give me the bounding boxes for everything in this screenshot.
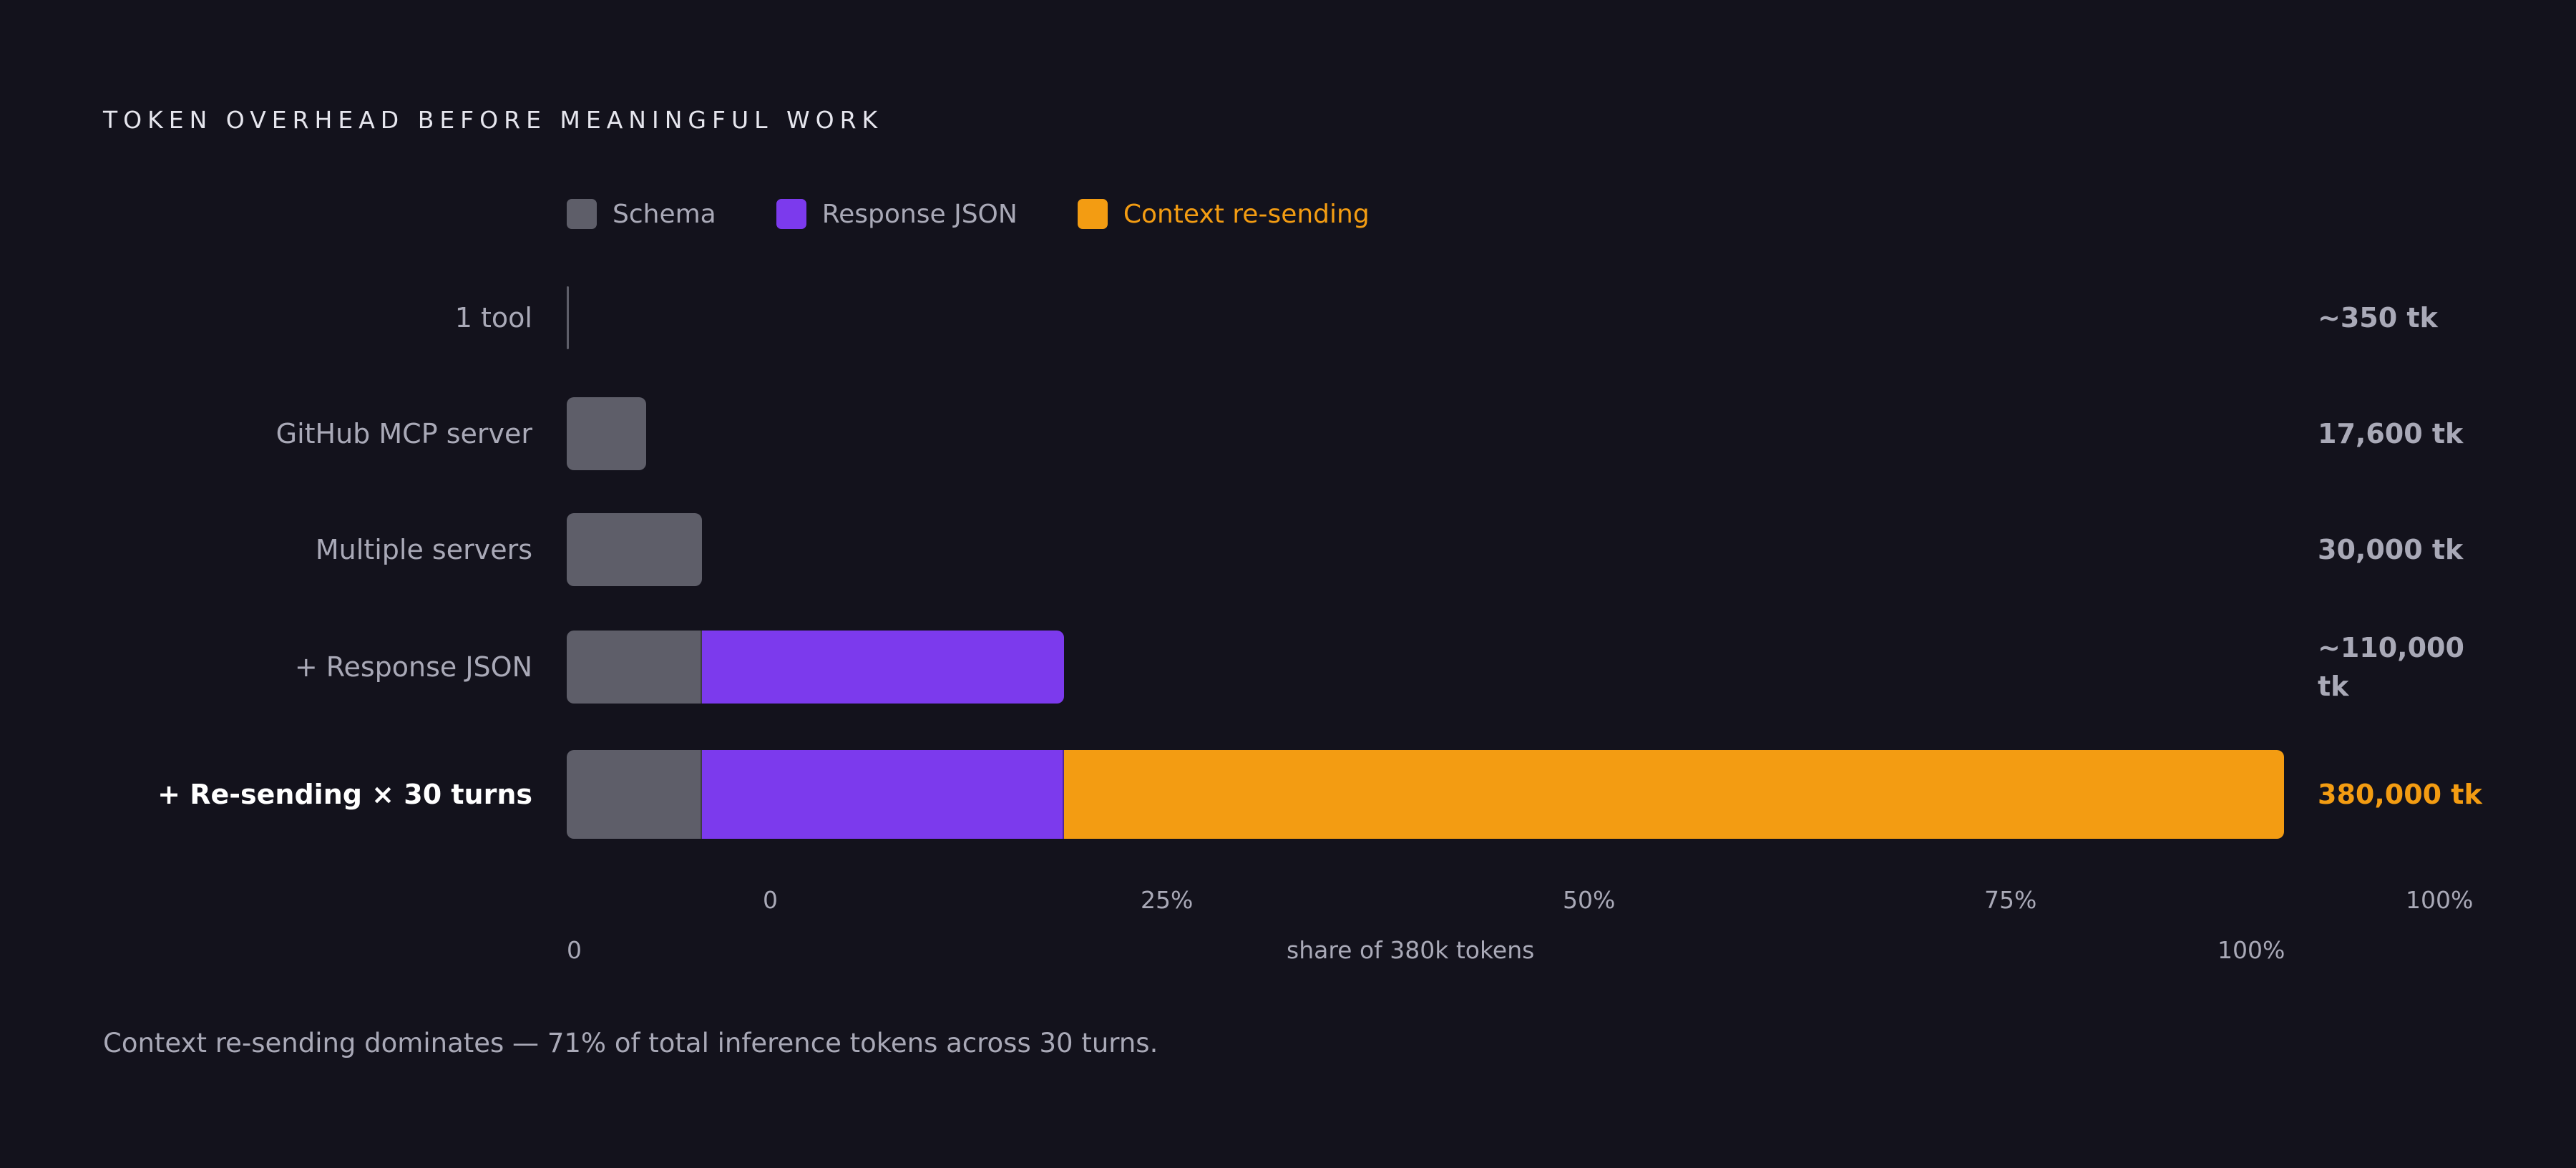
category-label-re-sending-30-turns: + Re-sending × 30 turns <box>157 779 532 810</box>
category-label-response-json: + Response JSON <box>294 651 532 683</box>
bar-segment-context-re-sending <box>1063 750 2284 839</box>
total-label-re-sending-30-turns: 380,000 tk <box>2318 779 2482 810</box>
legend-label-context-resending: Context re-sending <box>1123 199 1370 229</box>
tick-label-75: 75% <box>1984 886 2037 914</box>
secondary-axis-start: 0 <box>567 936 582 964</box>
bar-response-json <box>567 631 1064 704</box>
legend: Schema Response JSON Context re-sending <box>567 199 1430 229</box>
bar-segment-schema <box>567 750 703 839</box>
bar-re-sending-30-turns <box>567 750 2284 839</box>
tick-label-25: 25% <box>1141 886 1194 914</box>
tick-label-0: 0 <box>763 886 778 914</box>
legend-item-response-json: Response JSON <box>776 199 1018 229</box>
legend-swatch-schema <box>567 199 597 229</box>
bar-github-mcp-server <box>567 397 647 470</box>
tick-label-50: 50% <box>1563 886 1616 914</box>
total-label-response-json: ~110,000 tk <box>2318 632 2464 702</box>
chart-title: TOKEN OVERHEAD BEFORE MEANINGFUL WORK <box>103 106 884 134</box>
footnote: Context re-sending dominates — 71% of to… <box>103 1028 1158 1058</box>
legend-label-response-json: Response JSON <box>821 199 1018 229</box>
bar-segment-schema <box>567 397 647 470</box>
legend-label-schema: Schema <box>613 199 716 229</box>
bar-1-tool <box>567 286 569 349</box>
secondary-axis-end: 100% <box>2218 936 2285 964</box>
legend-item-schema: Schema <box>567 199 716 229</box>
legend-swatch-response-json <box>776 199 806 229</box>
bar-segment-response-json <box>702 750 1064 839</box>
bar-segment-response-json <box>702 631 1064 704</box>
total-label-multiple-servers: 30,000 tk <box>2318 534 2464 565</box>
bar-segment-schema <box>567 286 569 349</box>
total-label-1-tool: ~350 tk <box>2318 302 2438 334</box>
bar-segment-schema <box>567 513 703 586</box>
bar-multiple-servers <box>567 513 703 586</box>
category-label-1-tool: 1 tool <box>454 302 532 334</box>
bar-segment-schema <box>567 631 703 704</box>
secondary-axis-label: share of 380k tokens <box>1287 936 1535 964</box>
legend-swatch-context-resending <box>1077 199 1108 229</box>
legend-item-context-resending: Context re-sending <box>1077 199 1370 229</box>
total-label-github-mcp-server: 17,600 tk <box>2318 418 2464 449</box>
tick-label-100: 100% <box>2406 886 2474 914</box>
category-label-multiple-servers: Multiple servers <box>315 534 532 565</box>
category-label-github-mcp-server: GitHub MCP server <box>275 418 532 449</box>
